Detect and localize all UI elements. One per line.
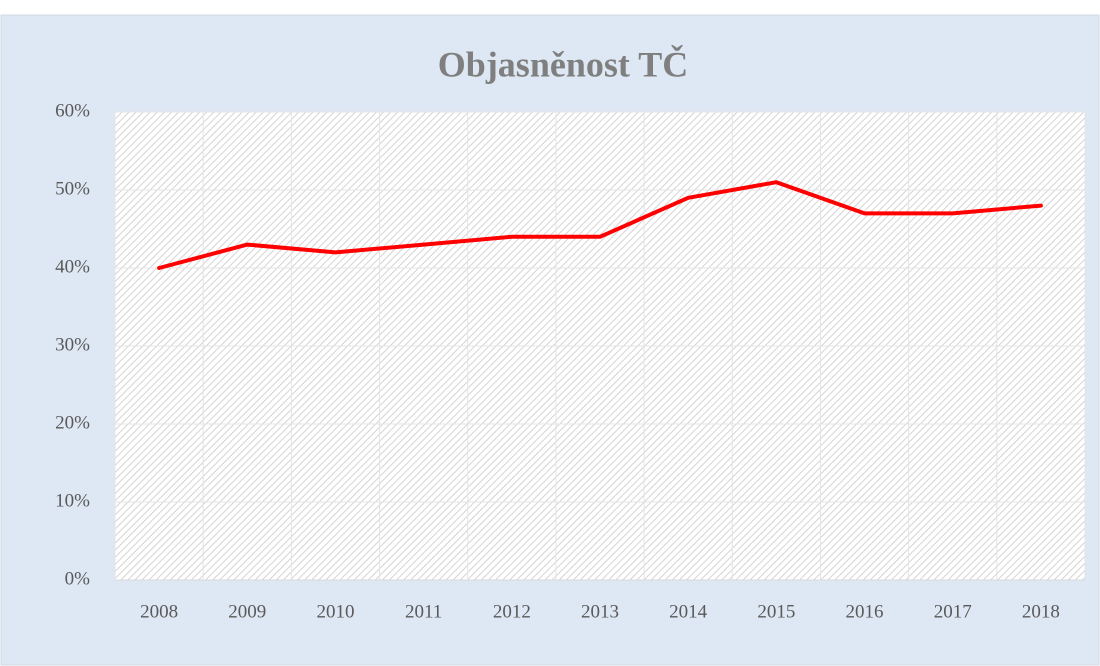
x-tick-label: 2016 (846, 601, 884, 622)
y-tick-label: 50% (55, 178, 90, 199)
x-tick-label: 2010 (316, 601, 354, 622)
chart-title: Objasněnost TČ (438, 44, 688, 84)
x-tick-label: 2014 (669, 601, 708, 622)
y-tick-label: 0% (65, 568, 91, 589)
x-tick-label: 2018 (1022, 601, 1060, 622)
x-tick-label: 2011 (405, 601, 442, 622)
x-tick-label: 2008 (140, 601, 178, 622)
y-tick-label: 30% (55, 334, 90, 355)
x-tick-label: 2013 (581, 601, 619, 622)
y-tick-label: 20% (55, 412, 90, 433)
y-tick-label: 40% (55, 256, 90, 277)
y-tick-label: 60% (55, 100, 90, 121)
x-tick-label: 2017 (934, 601, 972, 622)
data-line (157, 180, 1043, 270)
x-tick-label: 2009 (228, 601, 266, 622)
y-tick-label: 10% (55, 490, 90, 511)
x-tick-label: 2015 (757, 601, 795, 622)
x-tick-label: 2012 (493, 601, 531, 622)
